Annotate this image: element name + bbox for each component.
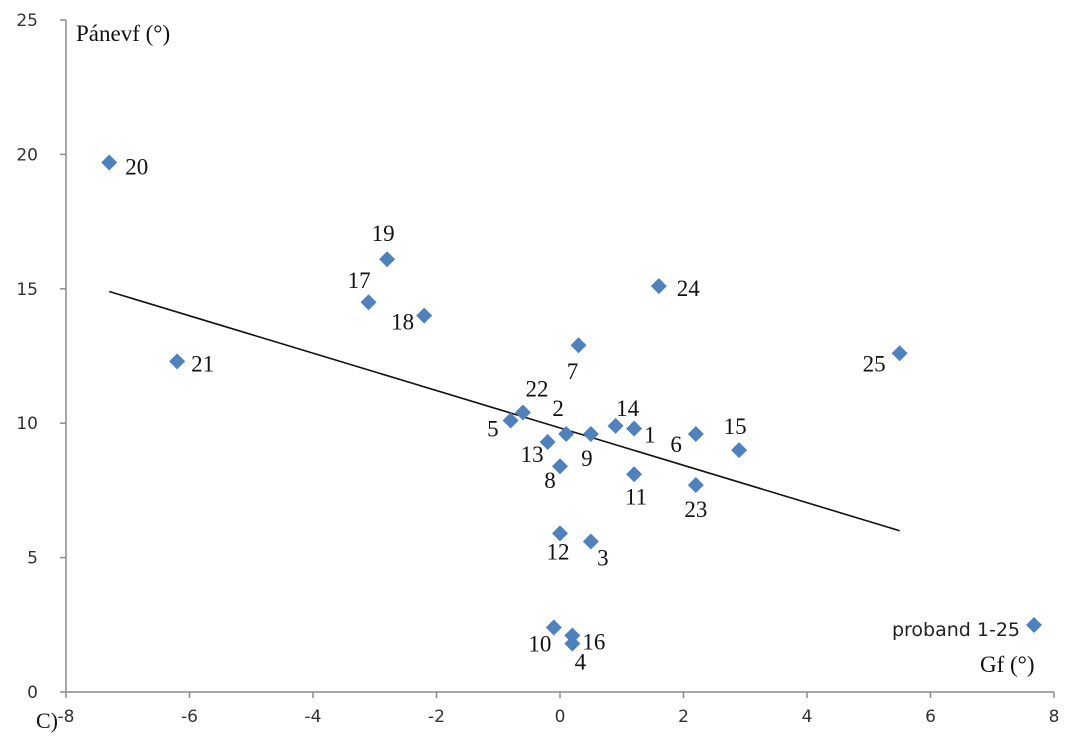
data-point [650,278,667,295]
data-label: 19 [372,221,395,246]
y-axis-title: Pánevf (°) [76,21,170,46]
data-point [416,307,433,324]
data-point [169,353,186,370]
data-label: 21 [191,351,214,376]
data-point [539,434,556,451]
data-point [502,412,519,429]
data-label: 22 [525,376,548,401]
data-point [564,635,581,652]
data-label: 11 [625,484,647,509]
data-point [731,442,748,459]
data-label: 4 [575,650,587,675]
x-tick-label: 8 [1049,707,1060,727]
data-point [101,154,118,171]
y-tick-label: 0 [27,683,38,703]
x-ticks: -8 -6 -4 -2 0 2 4 6 8 [58,692,1060,727]
data-label: 24 [677,276,701,301]
x-tick-label: 2 [678,707,689,727]
data-label: 17 [348,268,371,293]
panel-label: C) [36,708,58,733]
data-label: 7 [567,359,579,384]
data-point [626,420,643,437]
data-label: 20 [125,154,148,179]
data-label: 15 [724,414,747,439]
data-points [101,154,908,652]
data-point [687,477,704,494]
data-point [360,294,377,311]
y-tick-label: 25 [16,11,38,31]
data-point [570,337,587,354]
data-label: 10 [528,631,551,656]
x-tick-label: -8 [58,707,75,727]
data-label: 13 [521,442,544,467]
data-point [545,619,562,636]
data-point [552,525,568,542]
data-label: 1 [644,423,656,448]
y-tick-label: 5 [27,549,38,569]
x-tick-label: -6 [181,707,198,727]
legend: proband 1-25 [892,617,1042,641]
x-axis-title: Gf (°) [980,652,1035,677]
data-point [514,404,531,421]
x-tick-label: 6 [925,707,936,727]
axes [65,20,1054,693]
data-label: 16 [582,630,605,655]
data-label: 9 [581,446,593,471]
data-label: 18 [391,310,414,335]
data-point [582,533,599,550]
data-label: 2 [552,396,564,421]
y-ticks: 0 5 10 15 20 25 [16,11,66,703]
data-point [379,251,396,268]
x-tick-label: 4 [802,707,813,727]
legend-marker [1026,617,1042,633]
data-label: 6 [670,432,682,457]
x-tick-label: 0 [555,707,566,727]
data-point [552,458,568,475]
data-point [687,425,704,442]
trendline [108,290,900,532]
y-tick-label: 15 [16,280,38,300]
y-tick-label: 10 [16,414,38,434]
x-tick-label: -4 [305,707,322,727]
point-labels: 1234567891011121314151617181920212223242… [125,154,885,674]
data-label: 3 [597,545,609,570]
data-point [607,417,624,434]
data-point [891,345,908,362]
data-label: 23 [684,497,707,522]
data-point [564,627,581,644]
data-label: 5 [487,417,499,442]
y-tick-label: 20 [16,145,38,165]
data-label: 12 [547,539,570,564]
data-point [626,466,643,483]
data-label: 25 [863,351,886,376]
data-point [558,425,575,442]
data-label: 8 [544,468,556,493]
legend-label: proband 1-25 [892,619,1020,641]
data-label: 14 [616,396,640,421]
x-tick-label: -2 [428,707,445,727]
data-point [582,425,599,442]
